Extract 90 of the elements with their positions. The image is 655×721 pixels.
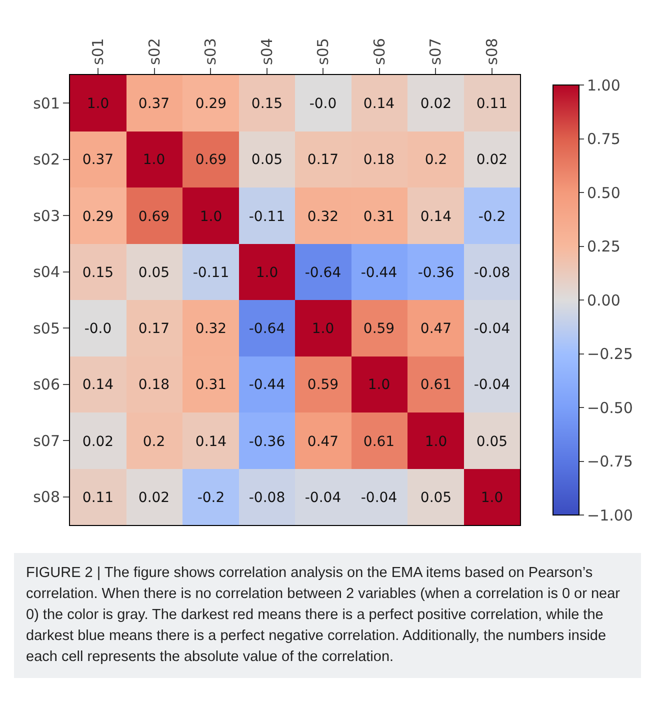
data-label: 0.11 — [476, 96, 508, 112]
y-tick-label: s07 — [33, 432, 60, 450]
color-bar-label: 0.25 — [587, 238, 620, 256]
data-label: -0.44 — [360, 264, 398, 281]
data-label: -0.2 — [478, 208, 506, 225]
data-label: 0.37 — [138, 96, 170, 112]
data-label: -0.64 — [304, 264, 342, 281]
data-label: 0.02 — [82, 434, 114, 450]
color-bar-label: −1.00 — [587, 506, 633, 524]
data-label: -0.04 — [474, 376, 510, 393]
color-bar-label: 0.75 — [587, 130, 620, 148]
data-label: 0.61 — [363, 434, 395, 450]
x-tick-label: s07 — [426, 38, 445, 65]
data-label: 0.14 — [420, 208, 452, 225]
data-label: 0.47 — [307, 434, 339, 450]
data-label: -0.44 — [248, 376, 286, 393]
color-bar-label: 0.00 — [587, 291, 620, 310]
data-label: 0.11 — [82, 490, 114, 506]
data-label: 0.31 — [363, 208, 395, 225]
data-label: 0.02 — [476, 152, 508, 168]
x-tick-label: s06 — [370, 38, 388, 65]
data-label: 0.69 — [138, 208, 170, 225]
x-tick-label: s05 — [314, 38, 332, 65]
data-label: -0.36 — [418, 264, 454, 281]
data-label: 0.32 — [195, 320, 227, 337]
data-label: -0.0 — [84, 320, 112, 337]
data-label: -0.2 — [197, 490, 225, 506]
x-tick-label: s04 — [258, 38, 276, 65]
data-label: 0.05 — [138, 264, 170, 281]
color-bar-label: 0.50 — [587, 184, 620, 202]
data-label: 0.14 — [195, 434, 227, 450]
data-label: 0.2 — [424, 152, 448, 168]
color-bar-label: 1.00 — [587, 76, 620, 94]
data-label: 0.15 — [251, 96, 283, 112]
data-label: 1.0 — [142, 152, 166, 168]
data-label: 0.31 — [195, 376, 227, 393]
y-tick-label: s04 — [33, 263, 60, 282]
caption: FIGURE 2 | The figure shows correlation analysis on the EMA items based on Pearson’s correlation. When there is no correlation between 2 variables (when a correlation is 0 or near 0) the color is gray. The darkest red means there is a perfect positive correlation, while the darkest blue means there is a perfect negative correlation. Additionally, the numbers inside each cell represents the absolute value of the correlation. — [26, 564, 622, 668]
data-label: 0.29 — [195, 96, 227, 112]
y-tick-label: s06 — [33, 376, 60, 394]
data-label: 0.69 — [195, 152, 227, 168]
data-label: 0.17 — [138, 320, 170, 337]
y-tick-label: s03 — [33, 206, 60, 225]
data-label: -0.64 — [248, 320, 286, 337]
data-label: 1.0 — [256, 264, 278, 281]
data-label: 0.59 — [307, 376, 339, 393]
data-label: 0.02 — [420, 96, 452, 112]
data-label: 0.18 — [363, 152, 395, 168]
data-label: 0.47 — [420, 320, 452, 337]
data-label: -0.04 — [474, 320, 510, 337]
color-bar-label: −0.25 — [587, 345, 633, 363]
data-label: 0.18 — [138, 376, 170, 393]
data-label: 0.14 — [363, 96, 395, 112]
data-label: 0.29 — [82, 208, 114, 225]
data-label: -0.11 — [192, 264, 230, 281]
data-label: 1.0 — [200, 208, 222, 225]
x-tick-label: s08 — [482, 38, 501, 65]
y-tick-label: s08 — [33, 488, 60, 506]
data-label: -0.04 — [304, 490, 342, 506]
y-tick-label: s01 — [33, 94, 60, 112]
color-bar-label: −0.50 — [587, 398, 633, 417]
x-tick-label: s02 — [145, 38, 164, 65]
data-label: -0.08 — [248, 490, 286, 506]
data-label: 1.0 — [86, 96, 110, 112]
data-label: -0.36 — [248, 434, 286, 450]
data-label: 0.02 — [138, 490, 170, 506]
data-label: 0.59 — [363, 320, 395, 337]
data-label: -0.0 — [309, 96, 337, 112]
x-tick-label: s03 — [202, 38, 220, 65]
y-tick-label: s02 — [33, 150, 60, 169]
data-label: 1.0 — [480, 490, 504, 506]
data-label: 0.17 — [307, 152, 339, 168]
data-label: 0.05 — [476, 434, 508, 450]
x-tick-label: s01 — [89, 38, 108, 65]
data-label: 0.05 — [420, 490, 452, 506]
data-label: 0.37 — [82, 152, 114, 168]
data-label: 1.0 — [368, 376, 390, 393]
data-label: 0.15 — [82, 264, 114, 281]
data-label: 0.2 — [142, 434, 166, 450]
y-tick-label: s05 — [33, 319, 60, 338]
data-label: -0.08 — [474, 264, 510, 281]
data-label: -0.04 — [360, 490, 398, 506]
data-label: 0.14 — [82, 376, 114, 393]
data-label: 0.32 — [307, 208, 339, 225]
color-bar-label: −0.75 — [587, 452, 633, 470]
data-label: 1.0 — [312, 320, 334, 337]
data-label: 0.61 — [420, 376, 452, 393]
data-label: 0.05 — [251, 152, 283, 168]
data-label: -0.11 — [248, 208, 286, 225]
data-label: 1.0 — [424, 434, 448, 450]
